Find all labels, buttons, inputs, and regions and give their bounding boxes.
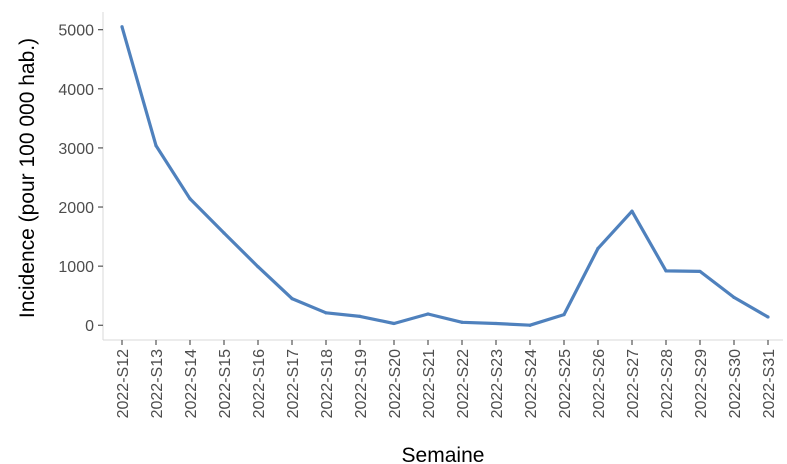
x-tick-label: 2022-S27	[625, 349, 642, 418]
data-point	[392, 321, 396, 326]
x-tick-label: 2022-S26	[591, 349, 608, 418]
x-tick-label: 2022-S21	[421, 349, 438, 418]
y-tick-label: 2000	[58, 200, 94, 217]
data-point	[766, 315, 770, 319]
y-axis: 0 1000 2000 3000 4000 5000	[58, 12, 104, 340]
x-tick-label: 2022-S29	[693, 349, 710, 418]
data-point	[562, 312, 566, 317]
x-tick-label: 2022-S19	[353, 349, 370, 418]
x-tick-label: 2022-S16	[251, 349, 268, 418]
data-point	[732, 295, 736, 300]
y-tick-label: 0	[85, 318, 94, 335]
x-tick-label: 2022-S23	[489, 349, 506, 418]
data-point	[222, 231, 226, 235]
data-point	[460, 320, 464, 324]
x-tick-label: 2022-S14	[183, 349, 200, 418]
x-tick-label: 2022-S20	[387, 349, 404, 418]
x-tick-label: 2022-S22	[455, 349, 472, 418]
data-point	[494, 321, 498, 326]
y-tick-label: 4000	[58, 82, 94, 99]
data-point	[358, 314, 362, 318]
data-point	[528, 323, 532, 327]
x-tick-label: 2022-S15	[217, 349, 234, 418]
data-point	[630, 209, 634, 213]
data-point	[120, 25, 124, 29]
series-layer	[120, 25, 770, 327]
data-point	[698, 269, 702, 274]
data-point	[290, 297, 294, 301]
y-tick-label: 5000	[58, 23, 94, 40]
x-tick-label: 2022-S24	[523, 349, 540, 418]
x-tick-label: 2022-S18	[319, 349, 336, 418]
data-point	[426, 312, 430, 316]
x-tick-label: 2022-S31	[761, 349, 778, 418]
data-point	[324, 311, 328, 315]
data-point	[154, 143, 158, 148]
data-point	[664, 269, 668, 273]
x-tick-label: 2022-S17	[285, 349, 302, 418]
data-point	[188, 197, 192, 201]
incidence-series-line	[120, 26, 769, 327]
x-tick-label: 2022-S25	[557, 349, 574, 418]
x-tick-label: 2022-S13	[149, 349, 166, 418]
data-point	[596, 246, 600, 250]
x-axis: 2022-S12 2022-S13 2022-S14 2022-S15 2022-S16…	[103, 339, 783, 418]
y-tick-label: 3000	[58, 141, 94, 158]
y-axis-title: Incidence (pour 100 000 hab.)	[16, 38, 39, 318]
x-axis-title: Semaine	[402, 444, 485, 464]
x-tick-label: 2022-S30	[727, 349, 744, 418]
data-point	[256, 265, 260, 269]
x-tick-label: 2022-S12	[115, 349, 132, 418]
y-tick-label: 1000	[58, 259, 94, 276]
x-tick-label: 2022-S28	[659, 349, 676, 418]
